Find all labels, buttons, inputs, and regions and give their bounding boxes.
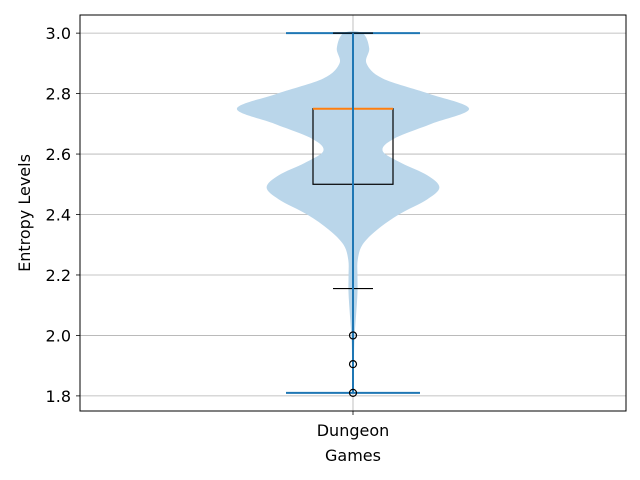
y-tick-label: 2.4 — [46, 206, 71, 225]
y-axis-label: Entropy Levels — [15, 154, 34, 272]
x-axis-ticks: Dungeon — [317, 411, 390, 440]
y-tick-label: 2.8 — [46, 85, 71, 104]
outlier-point — [348, 388, 358, 397]
x-tick-label: Dungeon — [317, 421, 390, 440]
y-tick-label: 1.8 — [46, 387, 71, 406]
y-tick-label: 3.0 — [46, 24, 71, 43]
y-tick-label: 2.2 — [46, 266, 71, 285]
y-axis-ticks: 1.8 2.0 2.2 2.4 2.6 2.8 3.0 — [46, 24, 80, 406]
outlier-point — [348, 360, 358, 369]
x-axis-label: Games — [325, 446, 381, 465]
y-tick-label: 2.6 — [46, 145, 71, 164]
outlier-point — [348, 331, 358, 340]
y-tick-label: 2.0 — [46, 326, 71, 345]
boxplot-layer — [312, 32, 394, 397]
